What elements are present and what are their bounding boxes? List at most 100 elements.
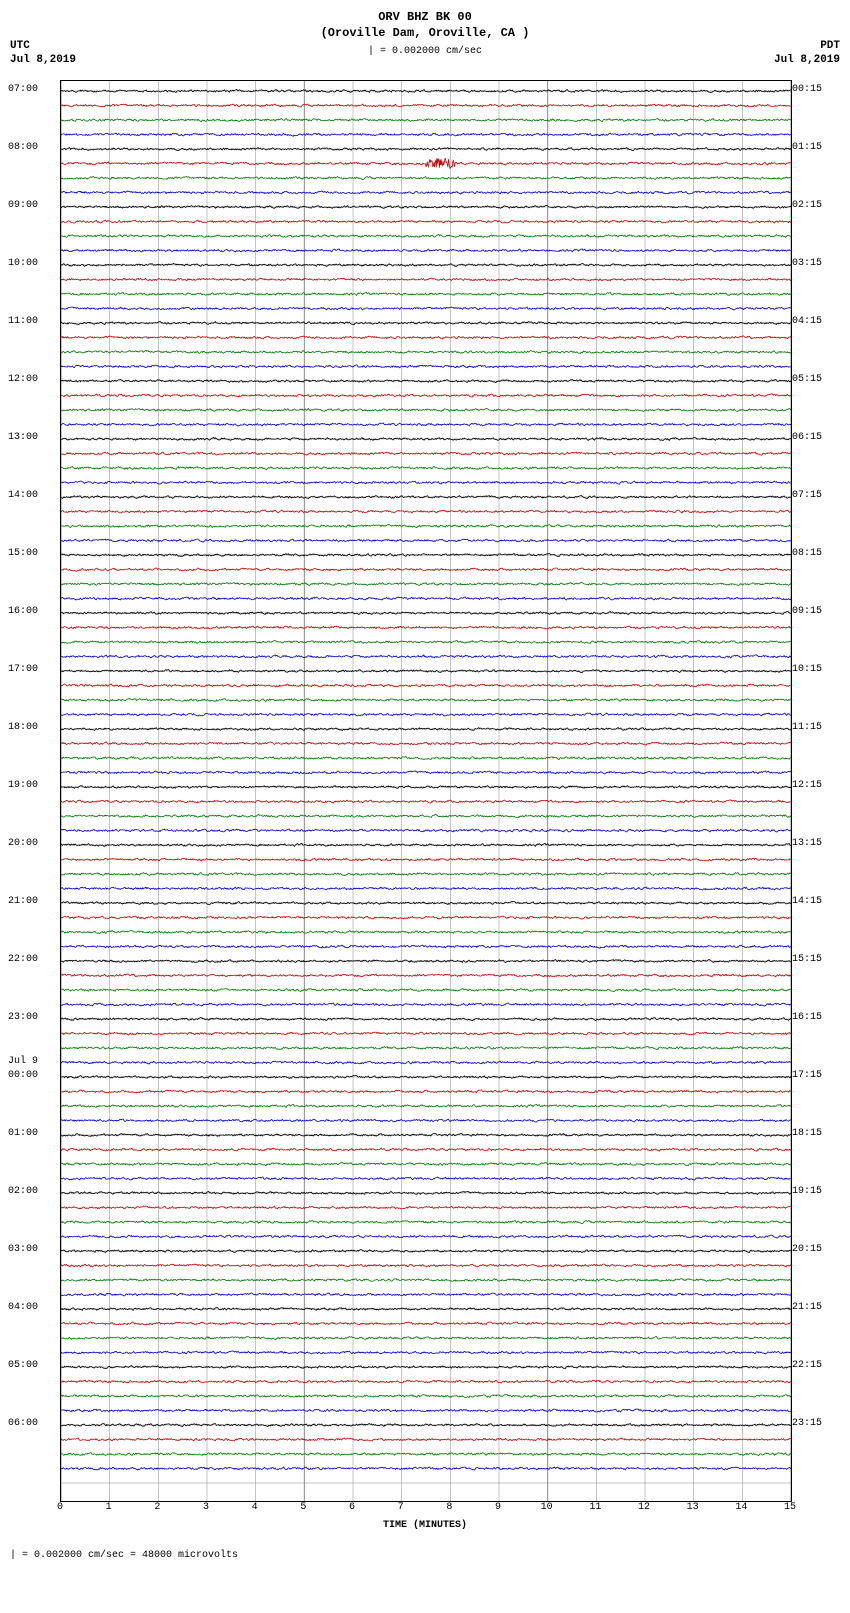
utc-time-label: 15:00 — [8, 549, 38, 559]
seismic-trace — [61, 467, 791, 470]
seismic-trace — [61, 1409, 791, 1412]
seismic-trace — [61, 1438, 791, 1441]
utc-time-label: 09:00 — [8, 201, 38, 211]
utc-time-label: 20:00 — [8, 839, 38, 849]
seismic-trace — [61, 916, 791, 919]
seismic-trace — [61, 858, 791, 861]
pdt-time-label: 06:15 — [792, 433, 822, 443]
seismic-trace — [61, 1351, 791, 1354]
pdt-time-label: 18:15 — [792, 1129, 822, 1139]
seismic-trace — [61, 742, 791, 745]
x-tick-label: 11 — [589, 1502, 601, 1513]
seismic-trace — [61, 191, 791, 194]
utc-time-label: 02:00 — [8, 1187, 38, 1197]
pdt-time-label: 20:15 — [792, 1245, 822, 1255]
seismic-trace — [61, 1032, 791, 1035]
seismic-trace — [61, 902, 791, 905]
seismic-trace — [61, 394, 791, 397]
seismic-trace — [61, 205, 791, 208]
seismic-trace — [61, 1119, 791, 1122]
utc-time-label: 13:00 — [8, 433, 38, 443]
x-tick-label: 13 — [687, 1502, 699, 1513]
seismic-trace — [61, 234, 791, 237]
seismic-trace — [61, 757, 791, 760]
pdt-time-label: 22:15 — [792, 1361, 822, 1371]
pdt-time-label: 19:15 — [792, 1187, 822, 1197]
pdt-time-label: 16:15 — [792, 1013, 822, 1023]
utc-time-label: 18:00 — [8, 723, 38, 733]
pdt-time-label: 04:15 — [792, 317, 822, 327]
seismic-trace — [61, 510, 791, 513]
x-tick-label: 7 — [398, 1502, 404, 1513]
x-tick-label: 0 — [57, 1502, 63, 1513]
seismic-trace — [61, 119, 791, 122]
seismic-trace — [61, 1279, 791, 1282]
pdt-time-label: 12:15 — [792, 781, 822, 791]
pdt-date: Jul 8,2019 — [774, 54, 840, 66]
x-tick-label: 6 — [349, 1502, 355, 1513]
x-tick-label: 4 — [252, 1502, 258, 1513]
x-tick-label: 3 — [203, 1502, 209, 1513]
seismic-trace — [61, 989, 791, 992]
pdt-time-label: 09:15 — [792, 607, 822, 617]
seismic-trace — [61, 945, 791, 948]
seismic-trace — [61, 365, 791, 368]
seismic-trace — [61, 974, 791, 977]
pdt-time-label: 13:15 — [792, 839, 822, 849]
seismic-trace — [61, 1293, 791, 1296]
seismic-trace — [61, 350, 791, 353]
seismic-trace — [61, 568, 791, 571]
pdt-time-label: 02:15 — [792, 201, 822, 211]
pdt-time-label: 07:15 — [792, 491, 822, 501]
seismic-trace — [61, 1148, 791, 1151]
pdt-time-label: 15:15 — [792, 955, 822, 965]
seismic-trace — [61, 1061, 791, 1064]
scale-note: | = 0.002000 cm/sec — [10, 46, 840, 57]
utc-hour-labels: 07:0008:0009:0010:0011:0012:0013:0014:00… — [8, 80, 58, 1500]
x-tick-label: 5 — [300, 1502, 306, 1513]
seismic-trace — [61, 1163, 791, 1166]
chart-header: ORV BHZ BK 00 (Oroville Dam, Oroville, C… — [10, 10, 840, 80]
utc-time-label: 22:00 — [8, 955, 38, 965]
pdt-time-label: 23:15 — [792, 1419, 822, 1429]
x-tick-label: 15 — [784, 1502, 796, 1513]
seismic-trace — [61, 177, 791, 180]
seismic-trace — [61, 1090, 791, 1093]
seismic-trace — [61, 786, 791, 789]
page-container: ORV BHZ BK 00 (Oroville Dam, Oroville, C… — [10, 10, 840, 1561]
utc-time-label: 11:00 — [8, 317, 38, 327]
seismic-trace — [61, 612, 791, 615]
seismic-trace — [61, 1366, 791, 1369]
seismic-trace — [61, 1264, 791, 1267]
seismic-trace — [61, 539, 791, 542]
seismic-trace — [61, 699, 791, 702]
seismic-trace — [61, 1003, 791, 1006]
seismic-trace — [61, 800, 791, 803]
seismic-trace — [61, 713, 791, 716]
footer-note: | = 0.002000 cm/sec = 48000 microvolts — [10, 1550, 840, 1561]
seismic-trace — [61, 771, 791, 774]
seismic-trace — [61, 452, 791, 455]
seismic-trace — [61, 158, 791, 168]
seismic-trace — [61, 829, 791, 832]
seismic-trace — [61, 1046, 791, 1049]
pdt-time-label: 14:15 — [792, 897, 822, 907]
seismic-trace — [61, 1235, 791, 1238]
pdt-time-label: 03:15 — [792, 259, 822, 269]
seismic-trace — [61, 1133, 791, 1136]
seismic-trace — [61, 292, 791, 295]
seismic-trace — [61, 307, 791, 310]
seismic-trace — [61, 1380, 791, 1383]
pdt-time-label: 01:15 — [792, 143, 822, 153]
seismic-trace — [61, 640, 791, 643]
x-tick-label: 1 — [106, 1502, 112, 1513]
seismic-trace — [61, 1206, 791, 1209]
pdt-time-label: 05:15 — [792, 375, 822, 385]
pdt-time-label: 17:15 — [792, 1071, 822, 1081]
seismic-trace — [61, 423, 791, 426]
utc-time-label: 23:00 — [8, 1013, 38, 1023]
utc-time-label: 17:00 — [8, 665, 38, 675]
seismic-trace — [61, 379, 791, 382]
seismic-trace — [61, 336, 791, 339]
utc-time-label: 08:00 — [8, 143, 38, 153]
